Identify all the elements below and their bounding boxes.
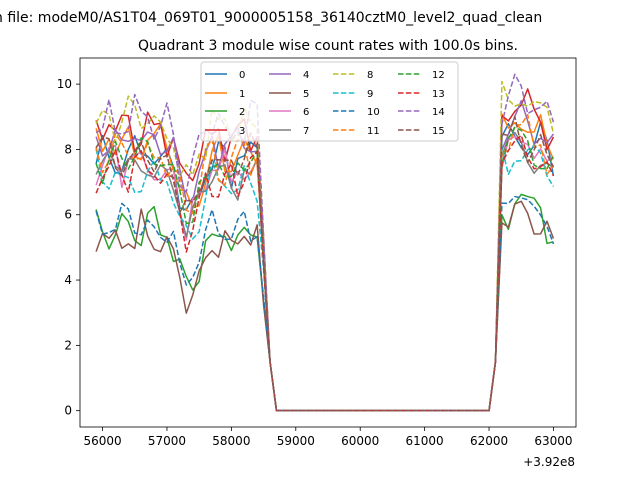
legend-label-12: 12 [432,70,445,81]
y-tick-label: 2 [64,338,72,352]
x-tick-label: 58000 [212,434,250,448]
legend-label-4: 4 [303,70,309,81]
axis-ticks: 56000 57000 58000 59000 60000 61000 62000 63000… [57,77,573,448]
y-tick-label: 6 [64,208,72,222]
legend-label-6: 6 [303,107,309,118]
legend-label-11: 11 [367,126,380,137]
series-layer [95,73,555,412]
legend-label-8: 8 [367,70,373,81]
y-tick-label: 0 [64,404,72,418]
legend-box [200,61,459,142]
x-tick-label: 59000 [277,434,315,448]
legend-label-7: 7 [303,126,309,137]
legend-label-3: 3 [239,126,245,137]
x-tick-label: 63000 [534,434,572,448]
y-tick-label: 8 [64,142,72,156]
legend-label-13: 13 [432,89,445,100]
x-axis-offset-label: +3.92e8 [523,455,575,469]
legend-label-15: 15 [432,126,445,137]
x-tick-label: 56000 [83,434,121,448]
legend-label-10: 10 [367,107,380,118]
x-tick-label: 60000 [341,434,379,448]
y-tick-label: 10 [57,77,72,91]
y-tick-label: 4 [64,273,72,287]
plot-frame [79,57,577,428]
x-tick-label: 62000 [470,434,508,448]
figure-suptitle: n file: modeM0/AS1T04_069T01_9000005158_… [0,10,542,26]
legend-label-0: 0 [239,70,245,81]
chart-title: Quadrant 3 module wise count rates with … [138,38,518,54]
legend-label-14: 14 [432,107,445,118]
x-tick-label: 61000 [406,434,444,448]
series-line-15 [95,115,555,412]
x-tick-label: 57000 [148,434,186,448]
legend-label-2: 2 [239,107,245,118]
legend-label-9: 9 [367,89,373,100]
legend-label-1: 1 [239,89,245,100]
legend-label-5: 5 [303,89,309,100]
